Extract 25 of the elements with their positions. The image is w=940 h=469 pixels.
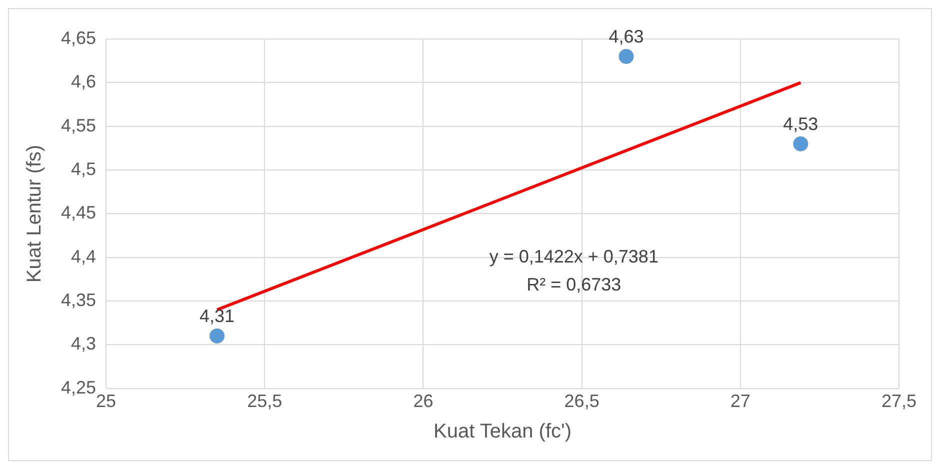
- annotation: y = 0,1422x + 0,7381: [489, 246, 658, 267]
- y-axis-title: Kuat Lentur (fs): [24, 144, 46, 283]
- y-tick-label: 4,35: [60, 290, 96, 310]
- data-label: 4,53: [783, 114, 818, 134]
- x-tick-label: 27,5: [881, 391, 917, 412]
- annotation: R² = 0,6733: [526, 274, 622, 295]
- point: [210, 328, 225, 344]
- y-tick-label: 4,5: [71, 158, 96, 179]
- x-tick-label: 26: [413, 391, 434, 412]
- point: [618, 48, 634, 64]
- y-tick-label: 4,3: [71, 334, 96, 354]
- data-label: 4,63: [608, 26, 644, 46]
- y-tick-label: 4,45: [60, 202, 96, 223]
- y-tick-label: 4,55: [60, 115, 96, 136]
- data-label: 4,31: [200, 306, 235, 326]
- y-tick-label: 4,65: [60, 28, 96, 48]
- y-tick-label: 4,6: [71, 72, 96, 92]
- y-tick-label: 4,25: [60, 377, 96, 398]
- point: [793, 136, 808, 152]
- x-tick-label: 26,5: [564, 391, 600, 412]
- x-axis-title: Kuat Tekan (fc'): [434, 420, 572, 443]
- x-tick-label: 27: [730, 391, 750, 412]
- x-tick-label: 25: [96, 391, 116, 412]
- y-tick-label: 4,4: [71, 246, 96, 266]
- x-tick-label: 25,5: [247, 391, 282, 412]
